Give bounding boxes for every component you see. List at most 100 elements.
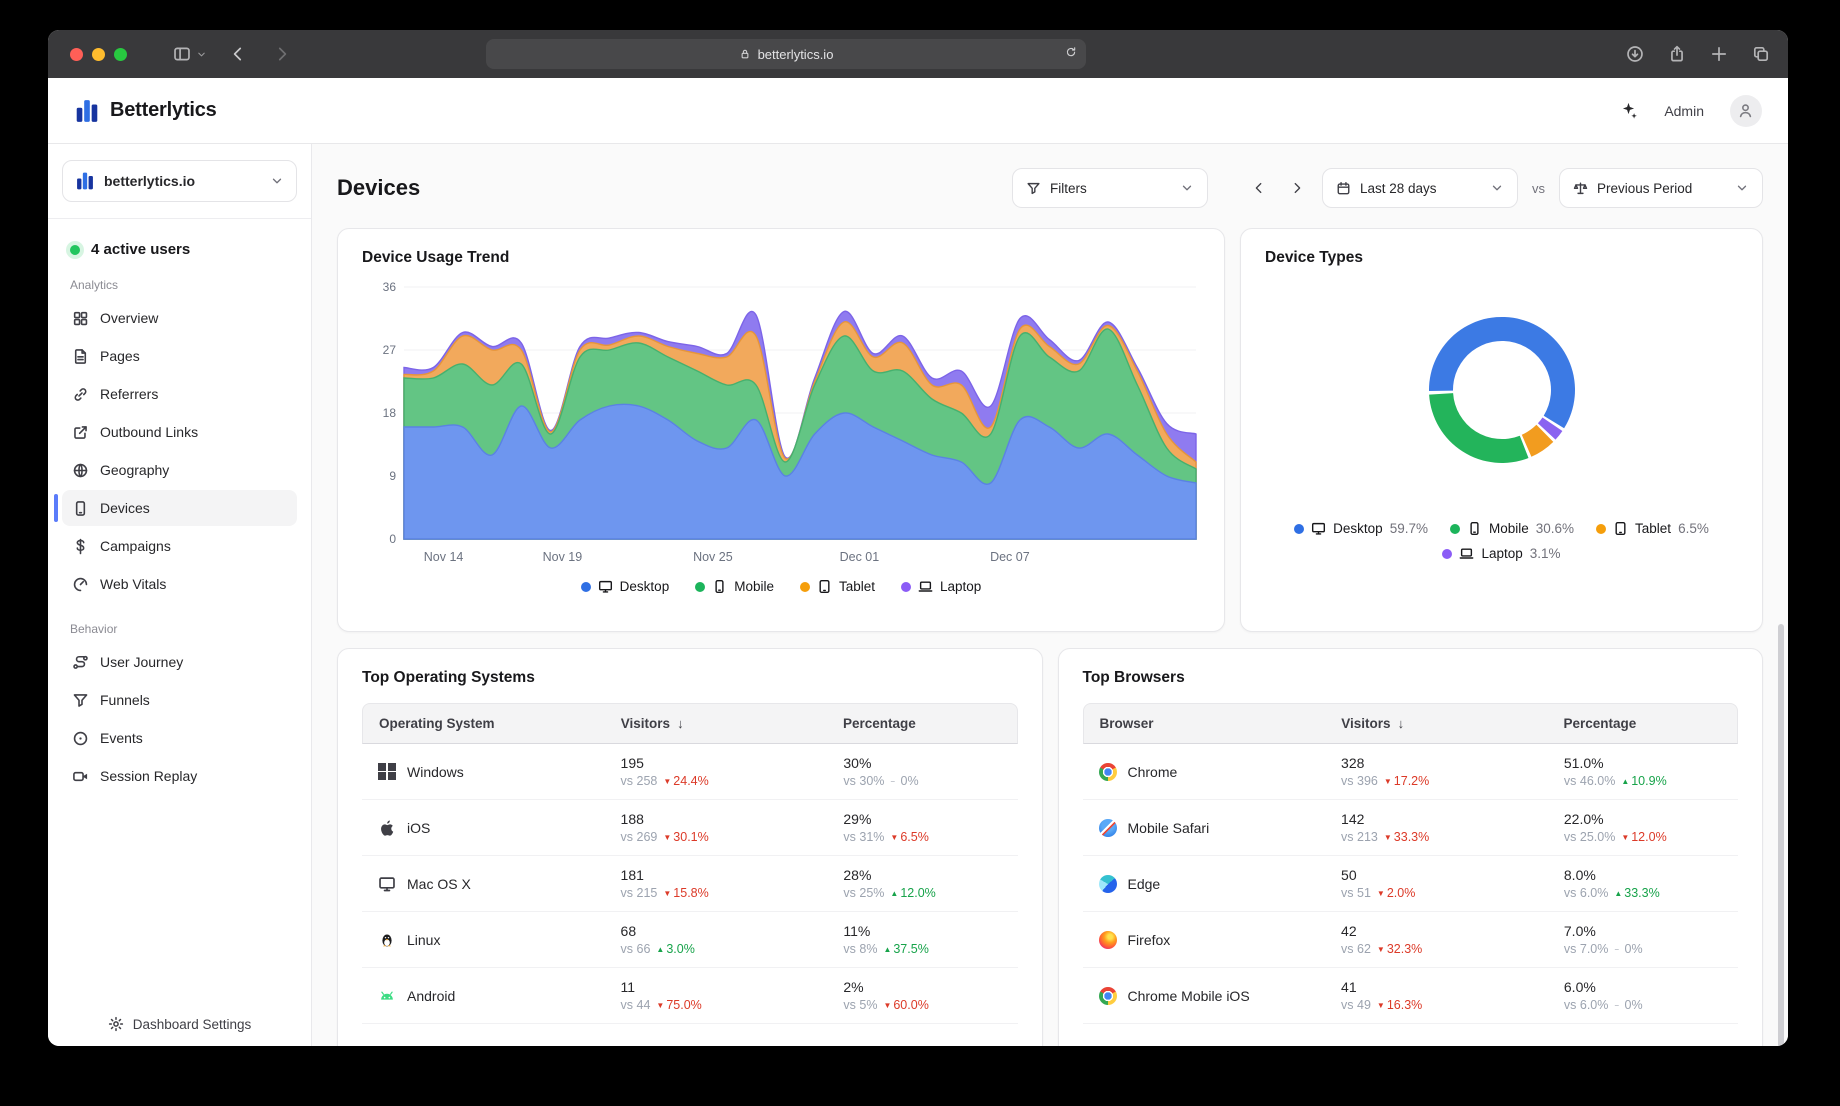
- chevron-down-icon: [1490, 181, 1504, 195]
- table-row[interactable]: Android 11 vs 44 ▼ 75.0% 2% vs 5% ▼ 60.0%: [362, 968, 1018, 1024]
- legend-item-mobile[interactable]: Mobile: [695, 579, 774, 594]
- column-header-visitors[interactable]: Visitors ↓: [1341, 716, 1405, 731]
- grid-icon: [72, 310, 89, 327]
- dashboard-settings-button[interactable]: Dashboard Settings: [48, 1016, 311, 1032]
- sidebar-item-user-journey[interactable]: User Journey: [62, 644, 297, 680]
- svg-text:Dec 01: Dec 01: [840, 550, 880, 564]
- table-row[interactable]: Windows 195 vs 258 ▼ 24.4% 30% vs 30% − 0%: [362, 744, 1018, 800]
- legend-item-desktop[interactable]: Desktop: [580, 579, 670, 594]
- table-row[interactable]: Linux 68 vs 66 ▲ 3.0% 11% vs 8% ▲ 37.5%: [362, 912, 1018, 968]
- legend-dot: [1442, 548, 1453, 559]
- sparkles-icon[interactable]: [1619, 101, 1638, 120]
- delta-up: ▲ 12.0%: [890, 886, 936, 900]
- legend-label: Desktop: [619, 579, 670, 594]
- sidebar-item-web-vitals[interactable]: Web Vitals: [62, 566, 297, 602]
- minimize-window-button[interactable]: [92, 47, 105, 61]
- sidebar-item-label: Referrers: [100, 386, 159, 402]
- tabs-icon[interactable]: [1752, 45, 1770, 63]
- svg-text:0: 0: [389, 532, 396, 546]
- gauge-icon: [72, 576, 89, 593]
- scrollbar-thumb[interactable]: [1778, 624, 1784, 1046]
- sidebar-item-label: Devices: [100, 500, 150, 516]
- donut-slice-desktop[interactable]: [1428, 316, 1575, 429]
- legend-item-tablet[interactable]: Tablet: [799, 579, 875, 594]
- sidebar-item-geography[interactable]: Geography: [62, 452, 297, 488]
- monitor-icon: [598, 579, 613, 594]
- chevron-down-icon[interactable]: [196, 49, 207, 60]
- laptop-icon: [918, 579, 933, 594]
- legend-item-desktop[interactable]: Desktop 59.7%: [1294, 521, 1428, 536]
- sidebar-toggle-icon[interactable]: [173, 45, 191, 63]
- compare-dropdown[interactable]: Previous Period: [1559, 168, 1763, 208]
- dashboard-settings-label: Dashboard Settings: [132, 1016, 252, 1032]
- sidebar-item-campaigns[interactable]: Campaigns: [62, 528, 297, 564]
- sidebar-item-session-replay[interactable]: Session Replay: [62, 758, 297, 794]
- sidebar-item-events[interactable]: Events: [62, 720, 297, 756]
- sidebar: betterlytics.io 4 active users Analytics…: [48, 144, 312, 1046]
- zoom-window-button[interactable]: [114, 47, 127, 61]
- row-name: Edge: [1083, 856, 1326, 911]
- window-controls[interactable]: [70, 47, 127, 61]
- project-selector[interactable]: betterlytics.io: [62, 160, 297, 202]
- filters-dropdown[interactable]: Filters: [1012, 168, 1208, 208]
- user-avatar[interactable]: [1730, 94, 1762, 127]
- chevron-down-icon: [1180, 181, 1194, 195]
- legend-item-mobile[interactable]: Mobile 30.6%: [1449, 521, 1574, 536]
- legend-item-laptop[interactable]: Laptop 3.1%: [1442, 546, 1561, 561]
- legend-item-laptop[interactable]: Laptop: [901, 579, 981, 594]
- donut-slice-mobile[interactable]: [1428, 393, 1528, 463]
- download-icon[interactable]: [1626, 45, 1644, 63]
- table-row[interactable]: Mac OS X 181 vs 215 ▼ 15.8% 28% vs 25% ▲ 12.0%: [362, 856, 1018, 912]
- brand[interactable]: Betterlytics: [74, 98, 217, 124]
- reload-icon[interactable]: [1065, 46, 1077, 58]
- row-name: Windows: [362, 744, 605, 799]
- apple-icon: [378, 819, 396, 837]
- sidebar-item-pages[interactable]: Pages: [62, 338, 297, 374]
- column-header-percentage: Percentage: [842, 716, 916, 731]
- table-header: Browser Visitors ↓ Percentage: [1082, 703, 1738, 744]
- device-usage-trend-chart: 0 9 18 27 36 Nov 14 Nov 19 Nov 25 Dec 01 Dec 07: [383, 280, 1197, 564]
- legend-label: Laptop: [1481, 546, 1523, 561]
- sidebar-item-devices[interactable]: Devices: [54, 490, 297, 526]
- table-row[interactable]: Edge 50 vs 51 ▼ 2.0% 8.0% vs 6.0% ▲ 33.3%: [1082, 856, 1738, 912]
- forward-icon[interactable]: [273, 45, 291, 63]
- globe-icon: [72, 462, 89, 479]
- active-users-label: 4 active users: [91, 241, 191, 258]
- donut-slice-tablet[interactable]: [1521, 424, 1553, 457]
- table-row[interactable]: Mobile Safari 142 vs 213 ▼ 33.3% 22.0% vs 25.0…: [1082, 800, 1738, 856]
- share-icon[interactable]: [1668, 45, 1686, 63]
- delta-up: ▲ 10.9%: [1621, 774, 1667, 788]
- svg-text:18: 18: [383, 406, 397, 420]
- row-name: Firefox: [1083, 912, 1326, 967]
- sidebar-item-referrers[interactable]: Referrers: [62, 376, 297, 412]
- trend-legend: Desktop Mobile Tablet Laptop: [362, 579, 1200, 594]
- table-row[interactable]: Chrome 328 vs 396 ▼ 17.2% 51.0% vs 46.0% ▲ 10.9%: [1082, 744, 1738, 800]
- prev-period-button[interactable]: [1246, 175, 1272, 201]
- sort-desc-icon: ↓: [677, 716, 684, 731]
- legend-dot: [901, 581, 912, 592]
- admin-label[interactable]: Admin: [1664, 102, 1704, 119]
- sidebar-item-outbound-links[interactable]: Outbound Links: [62, 414, 297, 450]
- legend-label: Laptop: [940, 579, 982, 594]
- legend-item-tablet[interactable]: Tablet 6.5%: [1596, 521, 1709, 536]
- table-row[interactable]: Chrome Mobile iOS 41 vs 49 ▼ 16.3% 6.0% vs 6.0…: [1082, 968, 1738, 1024]
- row-visitors: 188 vs 269 ▼ 30.1%: [620, 811, 709, 844]
- row-visitors: 181 vs 215 ▼ 15.8%: [620, 867, 709, 900]
- delta-up: ▲ 3.0%: [656, 942, 695, 956]
- new-tab-icon[interactable]: [1710, 45, 1728, 63]
- table-row[interactable]: Firefox 42 vs 62 ▼ 32.3% 7.0% vs 7.0% − 0%: [1082, 912, 1738, 968]
- table-row[interactable]: iOS 188 vs 269 ▼ 30.1% 29% vs 31% ▼ 6.5%: [362, 800, 1018, 856]
- sidebar-item-overview[interactable]: Overview: [62, 300, 297, 336]
- back-icon[interactable]: [229, 45, 247, 63]
- next-period-button[interactable]: [1284, 175, 1310, 201]
- column-header-visitors[interactable]: Visitors ↓: [620, 716, 684, 731]
- sidebar-item-label: Events: [100, 730, 143, 746]
- close-window-button[interactable]: [70, 47, 83, 61]
- donut-slice-laptop[interactable]: [1537, 417, 1562, 440]
- url-bar[interactable]: betterlytics.io: [486, 39, 1086, 69]
- device-types-card: Device Types Desktop 59.7% Mobile 30.6% Tabl…: [1240, 228, 1763, 632]
- sidebar-item-funnels[interactable]: Funnels: [62, 682, 297, 718]
- browsers-card-title: Top Browsers: [1082, 669, 1185, 686]
- svg-text:Nov 14: Nov 14: [424, 550, 464, 564]
- date-range-dropdown[interactable]: Last 28 days: [1322, 168, 1518, 208]
